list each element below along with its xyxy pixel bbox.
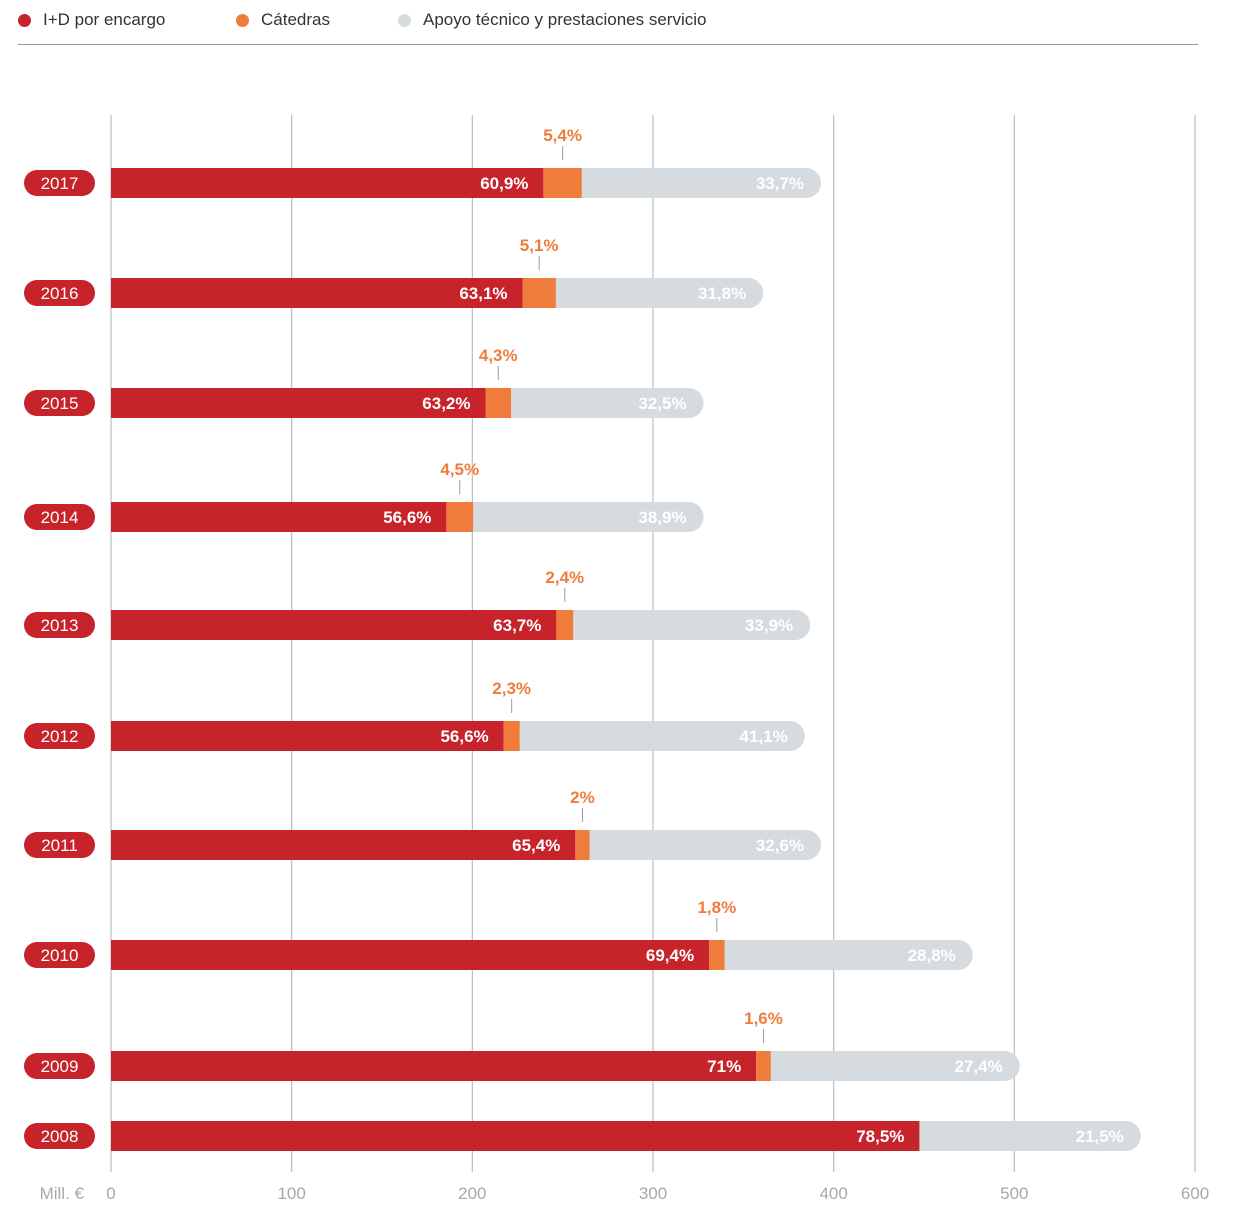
bar-segment-id-encargo bbox=[111, 168, 544, 198]
bar-segment-apoyo-tecnico bbox=[917, 1121, 1141, 1151]
data-label-apoyo-tecnico: 33,7% bbox=[756, 174, 804, 193]
year-pill bbox=[24, 942, 95, 968]
bar-segment-catedras bbox=[543, 168, 582, 198]
year-pill bbox=[24, 1053, 95, 1079]
bar-segment-catedras bbox=[575, 830, 590, 860]
bar-segment-catedras bbox=[756, 1051, 771, 1081]
year-label: 2009 bbox=[41, 1057, 79, 1076]
year-pill bbox=[24, 390, 95, 416]
data-label-catedras: 2,4% bbox=[545, 568, 584, 587]
year-pill bbox=[24, 170, 95, 196]
bar-segment-id-encargo bbox=[111, 1121, 920, 1151]
data-label-apoyo-tecnico: 21,5% bbox=[1076, 1127, 1124, 1146]
year-pill bbox=[24, 832, 95, 858]
legend-label: Apoyo técnico y prestaciones servicio bbox=[423, 10, 707, 29]
bar-segment-apoyo-tecnico bbox=[579, 168, 822, 198]
bar-segment-apoyo-tecnico bbox=[587, 830, 822, 860]
bar-segment-catedras bbox=[709, 940, 725, 970]
year-label: 2011 bbox=[41, 836, 78, 855]
bar-segment-id-encargo bbox=[111, 1051, 757, 1081]
x-tick-label: 0 bbox=[106, 1184, 115, 1203]
legend-item-id-encargo: I+D por encargo bbox=[18, 10, 165, 30]
year-label: 2016 bbox=[41, 284, 79, 303]
legend-label: I+D por encargo bbox=[43, 10, 166, 29]
year-pill bbox=[24, 612, 95, 638]
data-label-apoyo-tecnico: 28,8% bbox=[908, 946, 956, 965]
bar-segment-id-encargo bbox=[111, 940, 710, 970]
legend-swatch-gray bbox=[398, 13, 411, 27]
data-label-apoyo-tecnico: 27,4% bbox=[955, 1057, 1003, 1076]
bar-segment-apoyo-tecnico bbox=[768, 1051, 1020, 1081]
data-label-apoyo-tecnico: 38,9% bbox=[638, 508, 686, 527]
x-axis-unit-label: Mill. € bbox=[40, 1184, 85, 1203]
legend-label: Cátedras bbox=[261, 10, 330, 29]
data-label-catedras: 5,1% bbox=[520, 236, 559, 255]
data-label-apoyo-tecnico: 33,9% bbox=[745, 616, 793, 635]
legend-swatch-red bbox=[18, 13, 31, 27]
bar-segment-id-encargo bbox=[111, 388, 486, 418]
data-label-id-encargo: 63,1% bbox=[459, 284, 507, 303]
data-label-catedras: 1,6% bbox=[744, 1009, 783, 1028]
year-label: 2015 bbox=[41, 394, 79, 413]
data-label-apoyo-tecnico: 32,5% bbox=[638, 394, 686, 413]
x-tick-label: 200 bbox=[458, 1184, 486, 1203]
x-tick-label: 500 bbox=[1000, 1184, 1028, 1203]
year-label: 2014 bbox=[41, 508, 79, 527]
year-pill bbox=[24, 504, 95, 530]
legend-item-catedras: Cátedras bbox=[236, 10, 330, 30]
year-label: 2008 bbox=[41, 1127, 79, 1146]
data-label-id-encargo: 63,2% bbox=[422, 394, 470, 413]
year-label: 2010 bbox=[41, 946, 79, 965]
year-label: 2012 bbox=[41, 727, 79, 746]
data-label-apoyo-tecnico: 41,1% bbox=[740, 727, 788, 746]
year-label: 2013 bbox=[41, 616, 79, 635]
x-tick-label: 400 bbox=[819, 1184, 847, 1203]
bar-segment-catedras bbox=[446, 502, 474, 532]
data-label-id-encargo: 56,6% bbox=[383, 508, 431, 527]
bar-segment-apoyo-tecnico bbox=[471, 502, 704, 532]
bar-segment-catedras bbox=[522, 278, 556, 308]
legend-item-apoyo-tecnico: Apoyo técnico y prestaciones servicio bbox=[398, 10, 706, 30]
bar-segment-apoyo-tecnico bbox=[517, 721, 805, 751]
bar-segment-catedras bbox=[503, 721, 520, 751]
bar-segment-apoyo-tecnico bbox=[571, 610, 811, 640]
data-label-id-encargo: 60,9% bbox=[480, 174, 528, 193]
bar-segment-apoyo-tecnico bbox=[553, 278, 764, 308]
data-label-apoyo-tecnico: 32,6% bbox=[756, 836, 804, 855]
year-pill bbox=[24, 280, 95, 306]
chart-legend: I+D por encargo Cátedras Apoyo técnico y… bbox=[18, 8, 1198, 45]
data-label-id-encargo: 69,4% bbox=[646, 946, 694, 965]
bar-segment-id-encargo bbox=[111, 278, 523, 308]
x-tick-label: 100 bbox=[277, 1184, 305, 1203]
x-tick-label: 300 bbox=[639, 1184, 667, 1203]
data-label-catedras: 1,8% bbox=[697, 898, 736, 917]
bar-segment-id-encargo bbox=[111, 502, 447, 532]
year-pill bbox=[24, 1123, 95, 1149]
bar-segment-apoyo-tecnico bbox=[508, 388, 704, 418]
legend-swatch-orange bbox=[236, 13, 249, 27]
data-label-id-encargo: 56,6% bbox=[440, 727, 488, 746]
data-label-id-encargo: 78,5% bbox=[856, 1127, 904, 1146]
bar-segment-apoyo-tecnico bbox=[722, 940, 973, 970]
data-label-id-encargo: 71% bbox=[707, 1057, 741, 1076]
bar-segment-id-encargo bbox=[111, 610, 557, 640]
data-label-catedras: 4,3% bbox=[479, 346, 518, 365]
data-label-catedras: 5,4% bbox=[543, 126, 582, 145]
year-pill bbox=[24, 723, 95, 749]
bar-segment-id-encargo bbox=[111, 830, 576, 860]
data-label-apoyo-tecnico: 31,8% bbox=[698, 284, 746, 303]
data-label-id-encargo: 63,7% bbox=[493, 616, 541, 635]
data-label-id-encargo: 65,4% bbox=[512, 836, 560, 855]
x-tick-label: 600 bbox=[1181, 1184, 1209, 1203]
data-label-catedras: 4,5% bbox=[440, 460, 479, 479]
year-label: 2017 bbox=[41, 174, 79, 193]
bar-segment-id-encargo bbox=[111, 721, 504, 751]
bar-segment-catedras bbox=[556, 610, 574, 640]
bar-segment-catedras bbox=[485, 388, 511, 418]
data-label-catedras: 2,3% bbox=[492, 679, 531, 698]
data-label-catedras: 2% bbox=[570, 788, 595, 807]
